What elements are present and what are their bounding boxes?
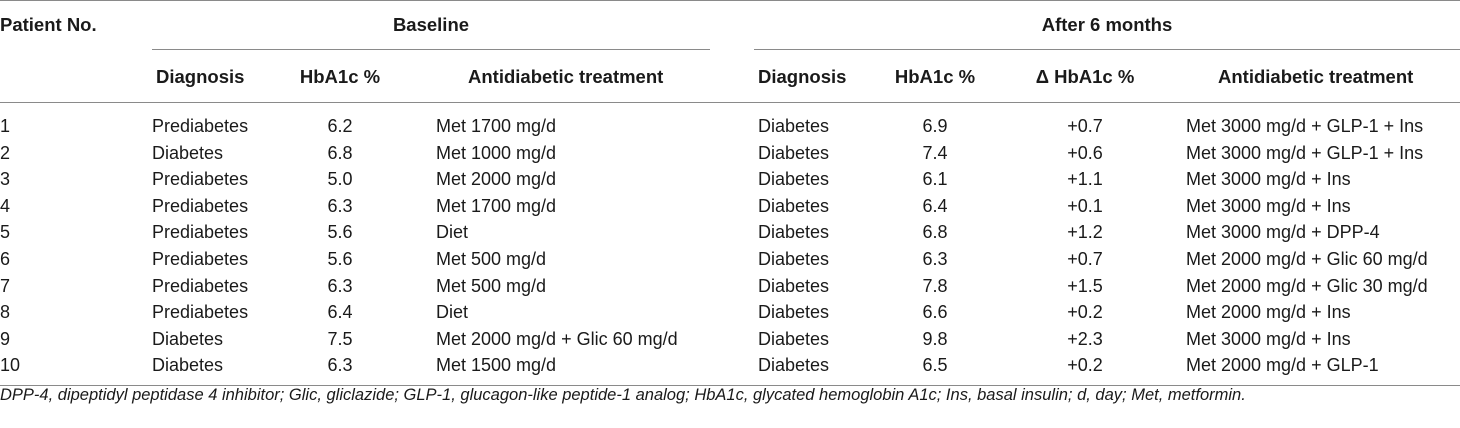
table-top-rule xyxy=(0,0,1460,1)
cell-after-treatment: Met 3000 mg/d + Ins xyxy=(1186,195,1351,216)
table-footnote: DPP-4, dipeptidyl peptidase 4 inhibitor;… xyxy=(0,386,1246,404)
cell-patient-no: 1 xyxy=(0,116,11,136)
cell-after-treatment: Met 2000 mg/d + GLP-1 xyxy=(1186,355,1379,376)
header-bottom-rule xyxy=(0,102,1460,103)
cell-patient-no: 3 xyxy=(0,169,11,190)
cell-after-hba1c: 7.4 xyxy=(922,142,948,163)
header-patient-no: Patient No. xyxy=(0,14,97,35)
cell-baseline-treatment: Met 1700 mg/d xyxy=(436,116,557,136)
cell-after-hba1c: 6.8 xyxy=(922,222,948,243)
cell-after-delta-hba1c: +1.5 xyxy=(1067,275,1103,296)
cell-after-delta-hba1c: +0.2 xyxy=(1067,355,1103,376)
cell-baseline-hba1c: 5.6 xyxy=(327,222,353,243)
cell-after-delta-hba1c: +0.6 xyxy=(1067,142,1103,163)
cell-after-diagnosis: Diabetes xyxy=(758,195,830,216)
header-baseline-treatment: Antidiabetic treatment xyxy=(468,66,664,87)
cell-baseline-hba1c: 6.8 xyxy=(327,142,353,163)
cell-baseline-hba1c: 6.2 xyxy=(327,116,353,136)
cell-baseline-hba1c: 5.0 xyxy=(327,169,353,190)
cell-patient-no: 2 xyxy=(0,142,11,163)
header-after-treatment: Antidiabetic treatment xyxy=(1218,66,1414,87)
cell-after-diagnosis: Diabetes xyxy=(758,355,830,376)
cell-baseline-hba1c: 6.3 xyxy=(327,355,353,376)
cell-baseline-treatment: Met 500 mg/d xyxy=(436,249,547,269)
cell-after-diagnosis: Diabetes xyxy=(758,275,830,296)
cell-baseline-diagnosis: Prediabetes xyxy=(152,222,249,243)
cell-after-hba1c: 6.5 xyxy=(922,355,948,376)
cell-baseline-treatment: Met 2000 mg/d xyxy=(436,169,557,190)
cell-baseline-treatment: Met 1700 mg/d xyxy=(436,195,557,216)
header-baseline-diagnosis: Diagnosis xyxy=(156,66,245,87)
cell-baseline-hba1c: 6.3 xyxy=(327,275,353,296)
cell-baseline-treatment: Diet xyxy=(436,302,469,323)
cell-baseline-treatment: Met 2000 mg/d + Glic 60 mg/d xyxy=(436,328,678,349)
baseline-group-rule xyxy=(152,49,710,50)
cell-baseline-diagnosis: Prediabetes xyxy=(152,275,249,296)
cell-after-hba1c: 6.6 xyxy=(922,302,948,323)
cell-baseline-diagnosis: Prediabetes xyxy=(152,195,249,216)
header-after-delta-hba1c: Δ HbA1c % xyxy=(1035,66,1135,87)
cell-after-delta-hba1c: +1.2 xyxy=(1067,222,1103,243)
cell-baseline-diagnosis: Prediabetes xyxy=(152,249,249,269)
cell-baseline-hba1c: 6.3 xyxy=(327,195,353,216)
cell-after-diagnosis: Diabetes xyxy=(758,302,830,323)
cell-patient-no: 9 xyxy=(0,328,11,349)
cell-after-delta-hba1c: +0.2 xyxy=(1067,302,1103,323)
cell-baseline-treatment: Diet xyxy=(436,222,469,243)
header-after-diagnosis: Diagnosis xyxy=(758,66,847,87)
header-baseline-hba1c: HbA1c % xyxy=(299,66,381,87)
cell-patient-no: 5 xyxy=(0,222,11,243)
cell-baseline-treatment: Met 1000 mg/d xyxy=(436,142,557,163)
cell-after-treatment: Met 3000 mg/d + GLP-1 + Ins xyxy=(1186,142,1424,163)
cell-after-delta-hba1c: +0.1 xyxy=(1067,195,1103,216)
cell-after-diagnosis: Diabetes xyxy=(758,116,830,136)
cell-patient-no: 7 xyxy=(0,275,11,296)
cell-after-diagnosis: Diabetes xyxy=(758,222,830,243)
cell-after-hba1c: 6.4 xyxy=(922,195,948,216)
cell-after-treatment: Met 3000 mg/d + GLP-1 + Ins xyxy=(1186,116,1424,136)
cell-baseline-diagnosis: Diabetes xyxy=(152,328,224,349)
cell-after-diagnosis: Diabetes xyxy=(758,249,830,269)
cell-after-treatment: Met 2000 mg/d + Ins xyxy=(1186,302,1351,323)
cell-after-delta-hba1c: +0.7 xyxy=(1067,116,1103,136)
header-group-baseline: Baseline xyxy=(392,14,470,35)
cell-baseline-diagnosis: Prediabetes xyxy=(152,302,249,323)
cell-after-treatment: Met 2000 mg/d + Glic 30 mg/d xyxy=(1186,275,1428,296)
cell-baseline-diagnosis: Prediabetes xyxy=(152,169,249,190)
cell-after-delta-hba1c: +2.3 xyxy=(1067,328,1103,349)
cell-after-treatment: Met 3000 mg/d + Ins xyxy=(1186,169,1351,190)
cell-patient-no: 6 xyxy=(0,249,11,269)
cell-baseline-treatment: Met 500 mg/d xyxy=(436,275,547,296)
cell-after-delta-hba1c: +0.7 xyxy=(1067,249,1103,269)
cell-after-delta-hba1c: +1.1 xyxy=(1067,169,1103,190)
cell-after-treatment: Met 3000 mg/d + Ins xyxy=(1186,328,1351,349)
cell-baseline-diagnosis: Diabetes xyxy=(152,355,224,376)
cell-patient-no: 4 xyxy=(0,195,11,216)
cell-after-diagnosis: Diabetes xyxy=(758,169,830,190)
cell-baseline-hba1c: 7.5 xyxy=(327,328,353,349)
cell-after-treatment: Met 2000 mg/d + Glic 60 mg/d xyxy=(1186,249,1428,269)
table-bottom-rule xyxy=(0,385,1460,386)
header-after-hba1c: HbA1c % xyxy=(894,66,976,87)
cell-after-hba1c: 6.3 xyxy=(922,249,948,269)
cell-after-treatment: Met 3000 mg/d + DPP-4 xyxy=(1186,222,1380,243)
cell-baseline-hba1c: 5.6 xyxy=(327,249,353,269)
cell-after-hba1c: 6.9 xyxy=(922,116,948,136)
cell-baseline-hba1c: 6.4 xyxy=(327,302,353,323)
cell-baseline-treatment: Met 1500 mg/d xyxy=(436,355,557,376)
cell-patient-no: 10 xyxy=(0,355,21,376)
after-group-rule xyxy=(754,49,1460,50)
cell-after-diagnosis: Diabetes xyxy=(758,142,830,163)
cell-after-hba1c: 7.8 xyxy=(922,275,948,296)
cell-after-diagnosis: Diabetes xyxy=(758,328,830,349)
cell-patient-no: 8 xyxy=(0,302,11,323)
cell-after-hba1c: 6.1 xyxy=(922,169,948,190)
cell-after-hba1c: 9.8 xyxy=(922,328,948,349)
cell-baseline-diagnosis: Prediabetes xyxy=(152,116,249,136)
header-group-after: After 6 months xyxy=(1041,14,1173,35)
cell-baseline-diagnosis: Diabetes xyxy=(152,142,224,163)
